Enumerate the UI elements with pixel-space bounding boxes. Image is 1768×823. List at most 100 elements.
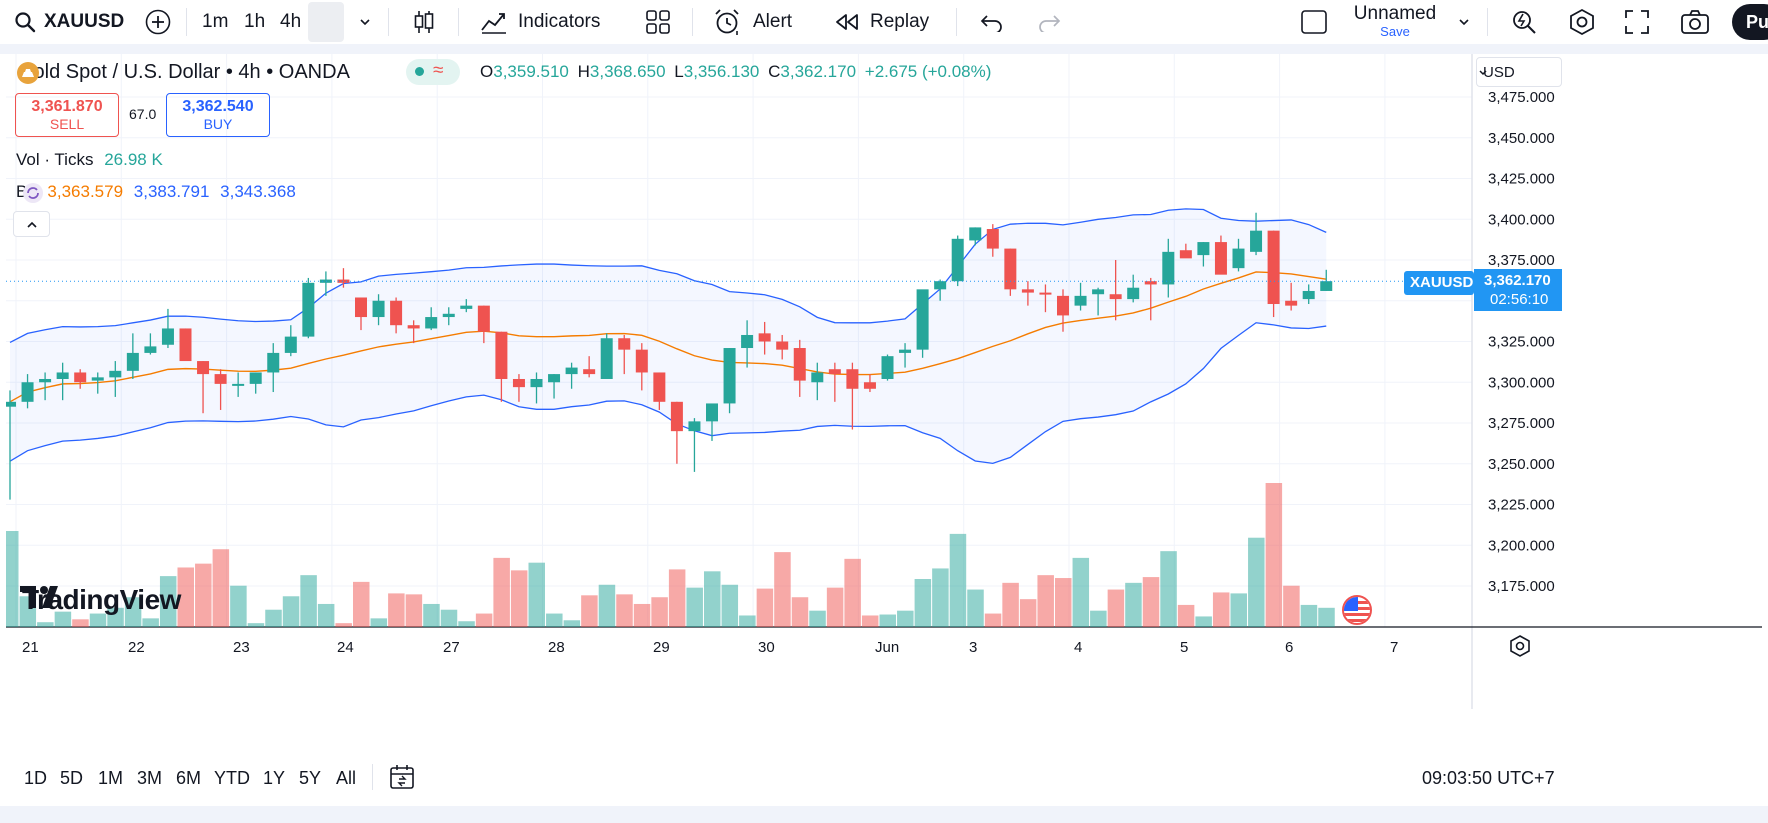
layout-name-button[interactable]: Unnamed Save [1350, 0, 1440, 44]
volume-bar [1160, 551, 1177, 627]
go-to-date-button[interactable] [389, 764, 417, 795]
sell-button[interactable]: 3,361.870 SELL [15, 93, 119, 137]
range-3m[interactable]: 3M [137, 768, 163, 788]
refresh-icon[interactable] [22, 182, 44, 204]
indicators-label: Indicators [518, 11, 601, 32]
fullscreen-button[interactable] [1624, 0, 1650, 44]
candle-body [1302, 290, 1315, 300]
bb-legend[interactable]: BB 3,363.579 3,383.791 3,343.368 [16, 182, 296, 204]
undo-button[interactable] [980, 0, 1004, 44]
volume-bar [739, 615, 756, 627]
collapse-legend-button[interactable] [13, 211, 50, 237]
candle-body [91, 377, 104, 381]
volume-bar [1072, 557, 1090, 627]
timeframe-1m[interactable]: 1m [202, 0, 228, 44]
timeframe-dropdown[interactable] [358, 0, 372, 44]
volume-bar [265, 609, 282, 627]
volume-bar [563, 620, 581, 627]
candle-body [1285, 300, 1298, 306]
volume-bar [510, 570, 528, 627]
candle-body [1127, 287, 1140, 300]
chevron-down-icon [1459, 19, 1469, 26]
volume-bar [54, 611, 72, 627]
candle-body [39, 378, 52, 383]
range-1y[interactable]: 1Y [263, 768, 286, 788]
indicators-button[interactable]: Indicators [480, 0, 600, 44]
price-tick-label: 3,225.000 [1488, 497, 1555, 514]
price-chart[interactable]: 3,475.000 3,450.000 3,425.000 3,400.000 3,37… [6, 54, 1762, 709]
candle-body [899, 349, 912, 353]
snapshot-button[interactable] [1680, 0, 1710, 44]
volume-bar [317, 603, 335, 627]
layout-checkbox[interactable] [1300, 0, 1328, 44]
range-ytd[interactable]: YTD [214, 768, 250, 788]
timeframe-1h[interactable]: 1h [244, 0, 265, 44]
time-tick-label: 29 [653, 639, 670, 656]
volume-bar [1283, 585, 1300, 627]
range-1d[interactable]: 1D [24, 768, 48, 788]
buy-button[interactable]: 3,362.540 BUY [166, 93, 270, 137]
undo-icon [980, 15, 1002, 32]
volume-bar [247, 623, 265, 627]
candle-body [986, 229, 999, 249]
volume-bar [1142, 577, 1160, 627]
volume-bar [370, 618, 388, 627]
price-tick-label: 3,300.000 [1488, 374, 1555, 391]
us-flag-icon[interactable] [1342, 595, 1372, 625]
high-value: 3,368.650 [589, 62, 666, 81]
quick-search-button[interactable] [1510, 0, 1538, 44]
clock-timezone[interactable]: 09:03:50 UTC+7 [1422, 768, 1555, 788]
range-6m[interactable]: 6M [176, 768, 202, 788]
bb-fill [10, 208, 1327, 464]
layout-dropdown[interactable] [1457, 0, 1471, 44]
candle-body [284, 336, 297, 353]
volume-bar [1125, 582, 1142, 627]
compare-add-button[interactable] [145, 0, 171, 44]
range-1m[interactable]: 1M [98, 768, 124, 788]
save-label: Save [1380, 24, 1410, 39]
range-5y[interactable]: 5Y [299, 768, 322, 788]
publish-button[interactable]: Pu [1732, 4, 1768, 40]
camera-icon [1681, 10, 1709, 34]
candle-body [811, 372, 824, 383]
alert-button[interactable]: Alert [713, 0, 792, 44]
bottom-strip [0, 806, 1768, 823]
volume-bar [1195, 616, 1212, 627]
volume-bar [107, 607, 124, 627]
tradingview-watermark[interactable]: TradingView [20, 584, 181, 616]
chart-pane[interactable]: 3,475.000 3,450.000 3,425.000 3,400.000 3,37… [6, 54, 1762, 709]
chart-type-button[interactable] [412, 0, 436, 44]
currency-select[interactable]: USD [1476, 57, 1562, 87]
candle-body [1197, 242, 1210, 256]
symbol-search[interactable]: XAUUSD [14, 0, 124, 44]
market-status-badge[interactable]: ≈ [406, 59, 460, 85]
volume-bar [1037, 575, 1054, 627]
bottom-toolbar [6, 755, 1762, 803]
volume-bar [984, 613, 1002, 627]
alert-label: Alert [753, 11, 793, 32]
volume-bar [826, 587, 844, 627]
range-5d[interactable]: 5D [60, 768, 84, 788]
bb-lower-line [9, 322, 1327, 465]
layout-name: Unnamed [1353, 3, 1437, 24]
candle-body [161, 328, 174, 345]
symbol-title[interactable]: Gold Spot / U.S. Dollar • 4h • OANDA [18, 61, 350, 83]
volume-bar [1177, 604, 1195, 627]
replay-button[interactable]: Replay [834, 0, 929, 44]
price-tick-label: 3,275.000 [1488, 415, 1555, 432]
volume-legend[interactable]: Vol · Ticks 26.98 K [16, 150, 163, 170]
timeframe-4h[interactable]: 4h [280, 0, 301, 44]
range-all[interactable]: All [336, 768, 357, 788]
volume-bar [493, 557, 510, 627]
timeframe-1m-label: 1m [202, 11, 229, 32]
volume-bar [774, 552, 791, 627]
redo-button[interactable] [1037, 0, 1061, 44]
settings-button[interactable] [1568, 0, 1596, 44]
layout-square-icon [1301, 10, 1327, 34]
chevron-down-icon [360, 19, 370, 26]
timeframe-4h-label: 4h [280, 11, 302, 32]
templates-button[interactable] [645, 0, 671, 44]
volume-bar [861, 615, 879, 627]
price-tick-label: 3,475.000 [1488, 89, 1555, 106]
